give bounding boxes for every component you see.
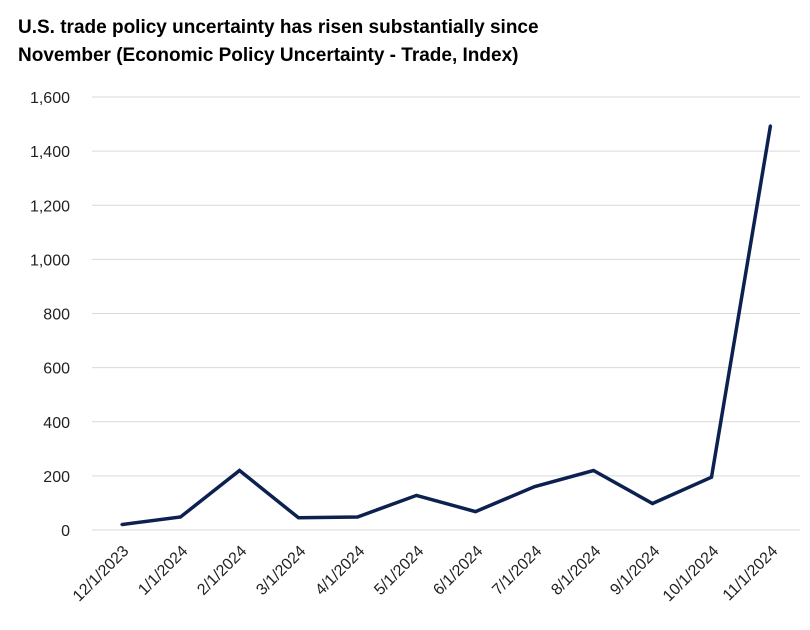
data-point bbox=[356, 515, 359, 519]
y-tick-label: 400 bbox=[43, 415, 70, 432]
y-tick-label: 800 bbox=[43, 307, 70, 324]
y-tick-label: 600 bbox=[43, 361, 70, 378]
data-point bbox=[769, 124, 772, 127]
series-group bbox=[120, 124, 773, 527]
y-tick-label: 1,200 bbox=[30, 198, 70, 215]
data-point bbox=[651, 502, 654, 505]
y-axis: 0 200 400 600 800 1,000 1,200 1,400 1,600 bbox=[30, 90, 70, 540]
data-point bbox=[474, 510, 477, 513]
y-tick-label: 0 bbox=[61, 523, 70, 540]
y-tick-label: 1,600 bbox=[30, 90, 70, 107]
data-point bbox=[238, 469, 241, 472]
x-tick-label: 9/1/2024 bbox=[607, 543, 663, 599]
data-point bbox=[710, 476, 713, 479]
y-tick-label: 1,400 bbox=[30, 144, 70, 161]
x-tick-label: 11/1/2024 bbox=[720, 543, 782, 605]
data-point bbox=[415, 494, 418, 497]
x-tick-label: 5/1/2024 bbox=[371, 543, 427, 599]
data-point bbox=[179, 515, 182, 519]
chart-title-line-1: U.S. trade policy uncertainty has risen … bbox=[18, 17, 539, 38]
x-tick-label: 10/1/2024 bbox=[660, 543, 722, 605]
x-tick-label: 12/1/2023 bbox=[70, 543, 132, 605]
y-tick-label: 200 bbox=[43, 469, 70, 486]
data-point bbox=[120, 523, 123, 526]
x-tick-label: 3/1/2024 bbox=[253, 543, 309, 599]
chart-title-line-2: November (Economic Policy Uncertainty - … bbox=[18, 45, 519, 66]
x-axis: 12/1/2023 1/1/2024 2/1/2024 3/1/2024 4/1/202… bbox=[70, 543, 781, 605]
chart-title: U.S. trade policy uncertainty has risen … bbox=[18, 14, 798, 70]
x-tick-label: 4/1/2024 bbox=[312, 543, 368, 599]
gridlines bbox=[92, 96, 800, 531]
series-line bbox=[121, 125, 773, 527]
x-tick-label: 1/1/2024 bbox=[135, 543, 191, 599]
data-point bbox=[297, 516, 300, 520]
x-tick-label: 2/1/2024 bbox=[194, 543, 250, 599]
data-point bbox=[533, 485, 536, 488]
x-tick-label: 6/1/2024 bbox=[430, 543, 486, 599]
y-tick-label: 1,000 bbox=[30, 252, 70, 269]
data-point bbox=[592, 469, 595, 472]
x-tick-label: 8/1/2024 bbox=[548, 543, 604, 599]
x-tick-label: 7/1/2024 bbox=[489, 543, 545, 599]
